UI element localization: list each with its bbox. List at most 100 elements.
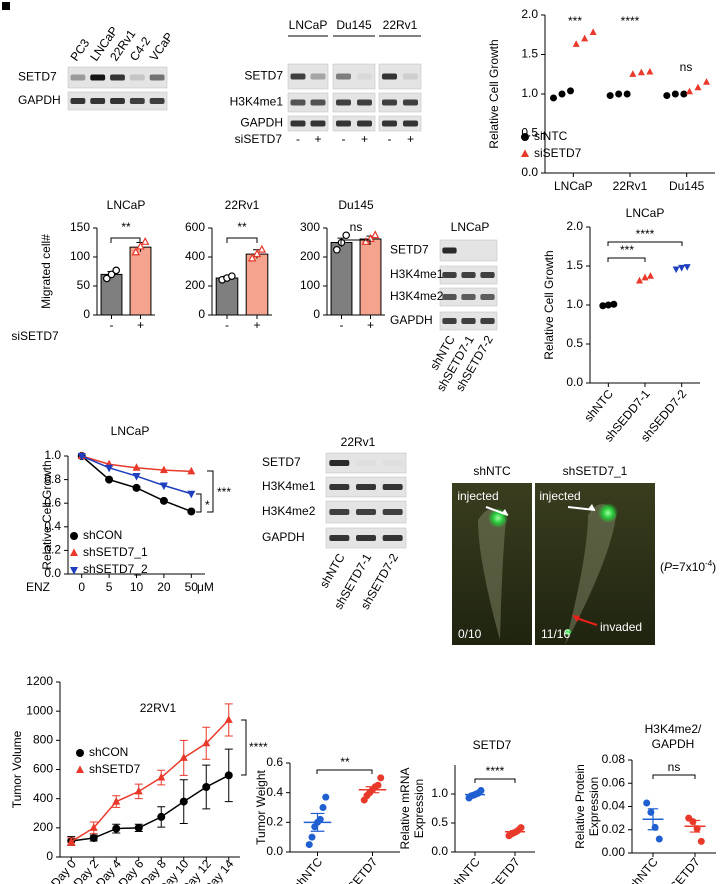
marker (606, 92, 614, 100)
blot-band (129, 74, 145, 81)
marker (103, 274, 111, 283)
marker (202, 738, 211, 747)
blot-band (70, 98, 86, 104)
panel-title: shNTC (473, 464, 511, 478)
x-tick-label: - (225, 318, 229, 332)
chart-title: GAPDH (652, 737, 695, 751)
marker (224, 771, 233, 780)
error-bar (310, 812, 325, 832)
series-line (70, 719, 230, 843)
y-tick-label: 0 (83, 307, 90, 321)
significance-bracket (607, 241, 683, 246)
x-tick-label: shNTC (626, 855, 661, 884)
group-label: Du145 (336, 18, 372, 32)
marker (697, 837, 705, 845)
marker (610, 300, 618, 308)
chart-title: SETD7 (473, 738, 512, 752)
marker (76, 749, 84, 757)
blot-band (357, 99, 372, 106)
significance-bracket (340, 239, 371, 245)
marker (333, 245, 341, 254)
significance-label: **** (249, 740, 268, 754)
marker (672, 266, 680, 274)
blot-band (461, 294, 476, 300)
blot-band (110, 98, 125, 104)
y-tick-label: 2.0 (566, 219, 583, 233)
blot-row-label: SETD7 (390, 243, 429, 257)
blot-strip (287, 92, 329, 113)
blot-band (356, 509, 376, 515)
significance-bracket (474, 778, 516, 783)
marker (202, 783, 211, 791)
blot-band (442, 294, 457, 300)
blot-strip (332, 115, 376, 132)
blot-strip (332, 92, 376, 113)
marker (599, 302, 607, 310)
marker (655, 835, 663, 843)
marker (107, 270, 116, 279)
y-tick-label: 400 (33, 791, 53, 805)
lane-label: + (407, 132, 414, 146)
y-tick-label: 0.0 (431, 844, 448, 858)
count-label: 0/10 (458, 627, 482, 641)
blot-band (310, 73, 326, 80)
marker (159, 496, 168, 505)
blot-row-label: GAPDH (390, 313, 433, 327)
x-tick-label: + (137, 318, 144, 332)
x-tick-label: Du145 (669, 179, 705, 193)
marker (70, 532, 78, 540)
bar (359, 238, 382, 316)
blot-band (329, 484, 350, 490)
y-tick-label: 100 (300, 278, 320, 292)
x-tick-label: 5 (106, 580, 113, 594)
blot-row-label: H3K4me1 (230, 95, 284, 109)
blot-row-label: GAPDH (18, 93, 61, 107)
y-tick-label: 0 (46, 849, 53, 863)
p-value-part: ) (712, 560, 716, 574)
blot-band (480, 294, 495, 300)
y-tick-label: 1.0 (44, 448, 61, 462)
y-axis-label: Tumor Weight (254, 769, 268, 844)
blot-row-label: GAPDH (240, 116, 283, 130)
chart-title: 22RV1 (140, 701, 177, 715)
marker (134, 786, 143, 795)
marker (67, 837, 76, 845)
blot-band (290, 73, 306, 80)
marker (257, 244, 267, 253)
blot-strip (439, 239, 498, 262)
x-axis-label: ENZ (26, 580, 50, 594)
significance-label: ns (668, 760, 681, 774)
chart-title: Du145 (338, 198, 374, 212)
y-axis-label: Expression (587, 777, 601, 836)
y-tick-label: 0.8 (44, 472, 61, 486)
marker (615, 90, 623, 98)
blot-strip (378, 115, 422, 132)
blot-row-label: GAPDH (262, 530, 305, 544)
marker (686, 87, 693, 95)
marker (671, 90, 679, 98)
blot-band (90, 98, 106, 104)
y-tick-label: 2.0 (521, 7, 538, 21)
arrow-head (572, 615, 580, 622)
legend-label: shSETD7 (89, 762, 141, 776)
y-tick-label: 0.2 (44, 543, 61, 557)
y-tick-label: 1.0 (566, 297, 583, 311)
y-tick-label: 0.0 (521, 165, 538, 179)
x-tick-label: - (340, 318, 344, 332)
blot-band (149, 98, 165, 104)
legend-label: shSETD7_1 (83, 545, 148, 559)
blot-strip (287, 115, 329, 132)
marker (134, 823, 143, 832)
significance-bracket (196, 493, 202, 513)
blot-band (336, 99, 351, 106)
p-value-part: -4 (705, 559, 713, 568)
y-axis-label: Relative Cell Growth (542, 250, 556, 359)
marker (132, 463, 141, 471)
blot-row-label: H3K4me2 (390, 289, 444, 303)
blot-band (383, 460, 403, 466)
marker (136, 241, 145, 250)
significance-bracket (207, 470, 214, 513)
x-axis-unit: μM (197, 580, 214, 594)
marker (252, 249, 262, 258)
